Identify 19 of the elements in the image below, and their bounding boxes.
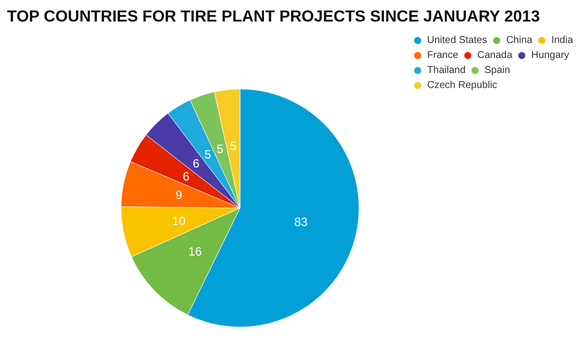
legend-label: Thailand bbox=[427, 65, 466, 76]
legend-label: India bbox=[551, 35, 574, 46]
legend-label: China bbox=[506, 35, 533, 46]
data-label: 83 bbox=[294, 215, 308, 230]
legend-label: Czech Republic bbox=[427, 80, 498, 91]
data-label: 5 bbox=[230, 138, 237, 153]
data-label: 6 bbox=[192, 156, 200, 171]
legend-label: Spain bbox=[484, 65, 510, 76]
data-label: 5 bbox=[204, 147, 212, 162]
data-label: 16 bbox=[188, 244, 202, 258]
legend-label: United States bbox=[427, 35, 488, 46]
chart-title: TOP COUNTRIES FOR TIRE PLANT PROJECTS SINCE JANUARY 2013 bbox=[7, 8, 540, 26]
data-label: 5 bbox=[216, 142, 224, 156]
legend-label: France bbox=[427, 50, 459, 61]
data-label: 6 bbox=[182, 169, 190, 184]
legend-label: Canada bbox=[477, 50, 513, 61]
data-label: 10 bbox=[172, 214, 186, 228]
data-label: 9 bbox=[175, 188, 182, 202]
legend-label: Hungary bbox=[531, 50, 570, 61]
